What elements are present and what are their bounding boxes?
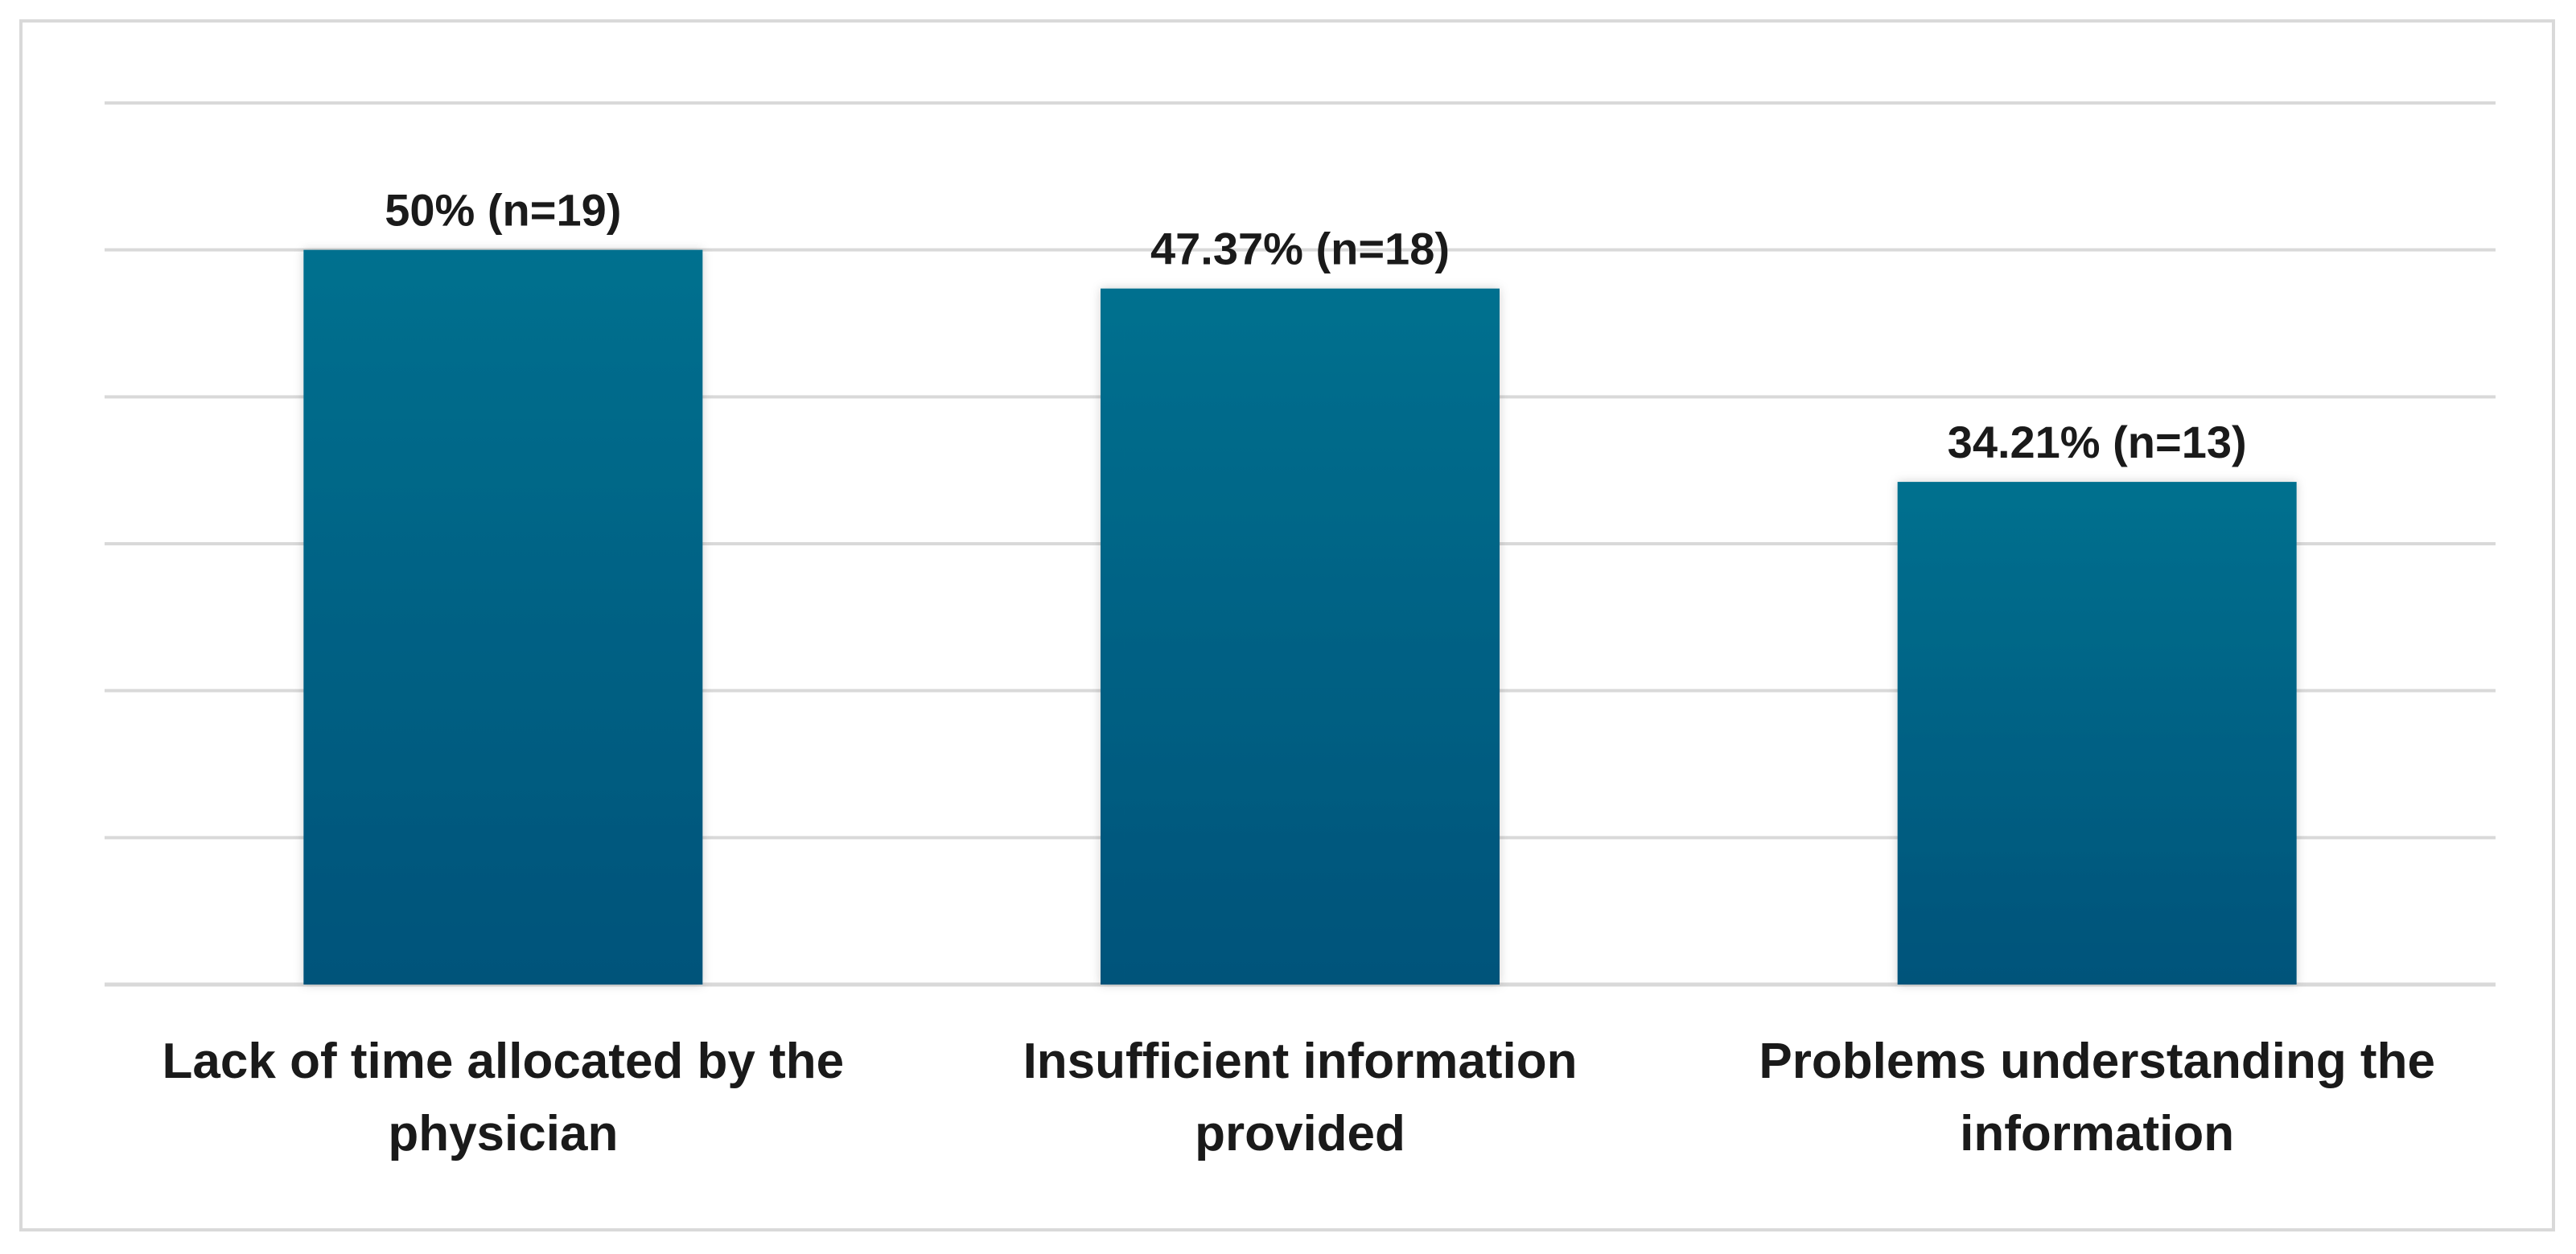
bars (303, 249, 2297, 985)
category-label-2-line-2: provided (1195, 1106, 1405, 1161)
category-label-3-line-1: Problems understanding the (1759, 1034, 2435, 1089)
bar-1 (303, 249, 703, 985)
data-label-1: 50% (n=19) (385, 185, 621, 236)
category-label-3-line-2: information (1960, 1106, 2234, 1161)
category-labels: Lack of time allocated by the physician In… (163, 1034, 2435, 1161)
data-label-3: 34.21% (n=13) (1948, 417, 2247, 467)
bar-2 (1101, 288, 1500, 985)
data-labels: 50% (n=19) 47.37% (n=18) 34.21% (n=13) (385, 185, 2246, 467)
category-label-1-line-2: physician (388, 1106, 618, 1161)
category-label-1-line-1: Lack of time allocated by the (163, 1034, 845, 1089)
category-label-2-line-1: Insufficient information (1023, 1034, 1578, 1089)
bar-3 (1897, 482, 2297, 985)
data-label-2: 47.37% (n=18) (1150, 224, 1450, 274)
